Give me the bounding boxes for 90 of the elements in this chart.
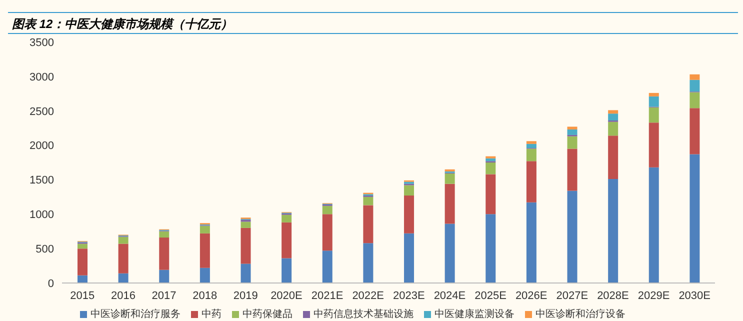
bar — [444, 224, 455, 283]
x-tick-label: 2022E — [352, 290, 384, 302]
bar — [608, 136, 618, 180]
bar — [322, 206, 332, 214]
bar — [282, 258, 292, 283]
x-tick-label: 2025E — [474, 290, 506, 302]
x-tick-label: 2015 — [70, 290, 95, 302]
bar — [690, 74, 700, 80]
bar — [648, 122, 659, 168]
legend-label: 中医诊断和治疗服务 — [90, 309, 180, 320]
x-tick-label: 2027E — [556, 290, 588, 302]
bar — [486, 214, 496, 283]
y-tick-label: 1000 — [30, 209, 54, 222]
bar — [282, 214, 292, 222]
x-tick-label: 2024E — [434, 290, 466, 302]
bar — [690, 80, 700, 92]
bar — [200, 233, 210, 268]
x-tick-label: 2021E — [311, 290, 344, 302]
bar — [690, 108, 700, 154]
bar — [444, 184, 455, 224]
bar — [200, 268, 210, 283]
bar — [526, 202, 536, 283]
x-tick-label: 2016 — [110, 290, 136, 302]
bar — [567, 136, 578, 149]
bar — [78, 275, 88, 283]
legend-label: 中药信息技术基础设施 — [314, 309, 414, 320]
bar — [567, 190, 578, 283]
bar — [363, 205, 374, 244]
bar — [526, 141, 536, 144]
x-tick-label: 2030E — [678, 290, 710, 302]
bar — [648, 92, 659, 96]
bar — [486, 162, 496, 174]
bar — [240, 228, 251, 264]
bar — [240, 222, 251, 228]
bar — [648, 107, 659, 123]
bar — [648, 96, 659, 107]
bar — [78, 248, 88, 276]
bar — [567, 129, 578, 135]
bar — [526, 161, 536, 202]
x-tick-label: 2029E — [638, 290, 670, 302]
bar — [78, 244, 88, 249]
bar — [526, 144, 536, 148]
y-tick-label: 3500 — [30, 36, 54, 49]
x-tick-label: 2028E — [597, 290, 629, 302]
bar — [567, 148, 578, 191]
bar — [363, 196, 374, 206]
legend-label: 中药 — [202, 309, 222, 320]
bar — [159, 231, 170, 238]
bar — [322, 214, 332, 251]
x-tick-label: 2023E — [393, 290, 425, 302]
bar — [404, 196, 414, 234]
bar — [159, 270, 170, 283]
bar — [690, 154, 700, 283]
bar — [404, 185, 414, 196]
x-tick-label: 2017 — [152, 290, 176, 302]
y-tick-label: 2000 — [30, 140, 54, 152]
bar — [322, 250, 332, 283]
bar — [444, 174, 455, 184]
bar — [118, 236, 128, 244]
bar — [240, 264, 251, 283]
bar — [486, 158, 496, 162]
bar — [567, 126, 578, 130]
legend-label: 中药保健品 — [242, 309, 292, 320]
bar — [363, 243, 374, 283]
bar — [608, 114, 618, 120]
x-tick-label: 2018 — [192, 290, 218, 302]
bar — [526, 148, 536, 162]
bar — [200, 226, 210, 234]
legend-label: 中医诊断和治疗设备 — [536, 309, 626, 320]
bar — [608, 122, 618, 136]
y-tick-label: 0 — [48, 278, 54, 290]
bar — [118, 273, 128, 283]
bar — [608, 179, 618, 283]
bar — [282, 222, 292, 258]
x-tick-label: 2019 — [233, 290, 258, 302]
x-tick-label: 2020E — [270, 290, 302, 302]
bar — [486, 174, 496, 214]
y-tick-label: 1500 — [30, 174, 54, 187]
bar — [118, 244, 128, 274]
legend-label: 中医健康监测设备 — [434, 309, 514, 320]
y-tick-label: 2500 — [30, 106, 54, 118]
bar — [690, 92, 700, 108]
bar — [608, 110, 618, 114]
x-tick-label: 2026E — [515, 290, 548, 302]
bar — [404, 233, 414, 283]
bar — [159, 238, 170, 270]
bar — [648, 167, 659, 283]
y-tick-label: 3000 — [30, 71, 54, 84]
chart-title: 图表 12：中医大健康市场规模（十亿元） — [8, 12, 738, 34]
y-tick-label: 500 — [36, 243, 54, 256]
